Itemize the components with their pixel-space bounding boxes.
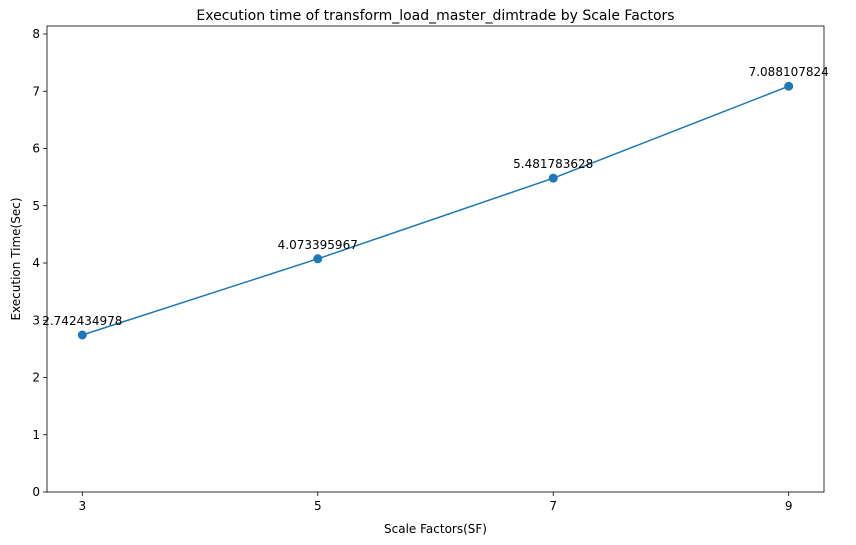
plot-area bbox=[46, 25, 825, 493]
x-tick-label: 9 bbox=[785, 499, 793, 513]
data-point bbox=[313, 254, 323, 264]
x-tick-label: 7 bbox=[549, 499, 557, 513]
chart-title: Execution time of transform_load_master_… bbox=[196, 8, 674, 24]
data-labels: 2.742434978 4.073395967 5.481783628 7.08810… bbox=[42, 65, 829, 328]
y-tick-label: 0 bbox=[32, 485, 40, 499]
x-tick-label: 5 bbox=[314, 499, 322, 513]
x-tick-label: 3 bbox=[78, 499, 86, 513]
y-tick-label: 7 bbox=[32, 84, 40, 98]
y-tick-label: 3 bbox=[32, 313, 40, 327]
x-axis-label: Scale Factors(SF) bbox=[384, 522, 487, 536]
y-tick-label: 1 bbox=[32, 428, 40, 442]
data-point bbox=[784, 81, 794, 91]
data-label: 2.742434978 bbox=[42, 314, 122, 328]
data-label: 5.481783628 bbox=[513, 157, 593, 171]
series-group bbox=[77, 81, 794, 340]
y-tick-label: 2 bbox=[32, 371, 40, 385]
data-label: 4.073395967 bbox=[278, 238, 358, 252]
y-tick-label: 8 bbox=[32, 27, 40, 41]
y-axis: 0 1 2 3 4 5 6 7 8 bbox=[32, 27, 47, 499]
y-tick-label: 6 bbox=[32, 142, 40, 156]
x-axis: 3 5 7 9 bbox=[78, 492, 793, 513]
y-tick-label: 4 bbox=[32, 256, 40, 270]
data-label: 7.088107824 bbox=[749, 65, 829, 79]
data-point bbox=[548, 173, 558, 183]
series-line bbox=[82, 85, 789, 336]
y-axis-label: Execution Time(Sec) bbox=[9, 197, 23, 320]
data-point bbox=[77, 330, 87, 340]
y-tick-label: 5 bbox=[32, 199, 40, 213]
